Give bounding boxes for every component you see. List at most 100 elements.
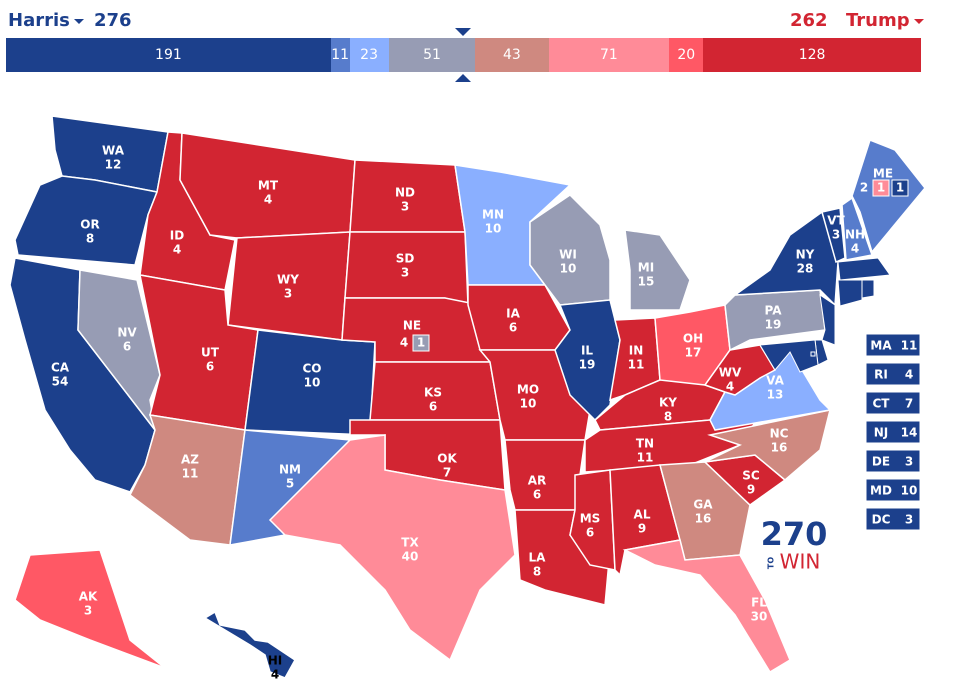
small-state-box: RI 4 [865,362,921,386]
state-label: MI [638,261,654,275]
small-state-ev: 14 [901,426,918,440]
bar-segment: 51 [388,38,476,72]
small-state-label: DE [872,455,890,469]
state-ev: 16 [695,512,712,526]
state-label: UT [201,346,220,360]
state-label: KS [424,386,442,400]
bar-segment: 11 [330,38,350,72]
state-ev: 7 [443,466,451,480]
state [841,196,873,261]
small-state-box: DC 3 [865,507,921,531]
state-label: LA [529,551,547,565]
small-state-label: MD [870,484,892,498]
state-ev: 11 [628,358,645,372]
state-label: OR [80,218,99,232]
state-ev: 4 [726,380,734,394]
state-label: CO [302,362,321,376]
state [203,610,296,679]
state-ev: 11 [637,451,654,465]
district-box [872,179,890,197]
small-state-box: NJ 14 [865,420,921,444]
small-state-label: NJ [874,426,889,440]
state-ev: 11 [182,467,199,481]
state [14,175,159,266]
small-state-box: MD 10 [865,478,921,502]
state-ev: 10 [304,376,321,390]
state-label: AZ [181,453,199,467]
state-label: MS [580,512,601,526]
state [624,229,691,311]
state-label: AL [634,508,651,522]
state-label: KY [659,396,677,410]
state-label: NY [796,248,815,262]
state-label: NH [845,228,865,242]
state-ev: 6 [429,400,437,414]
state [821,207,846,264]
state-label: SD [396,252,415,266]
small-state-ev: 4 [905,368,913,382]
state-ev: 6 [206,360,214,374]
state-label: NV [117,326,137,340]
state-ev: 12 [105,158,122,172]
small-state-bg [865,420,921,444]
state-ev: 2 [860,181,868,195]
state-label: NC [770,427,789,441]
small-state-label: CT [873,397,891,411]
state-ev: 8 [664,410,672,424]
state-ev: 6 [509,321,517,335]
state-label: IA [506,307,520,321]
state-label: IL [581,344,593,358]
state [77,269,161,431]
bar-segment: 20 [669,38,704,72]
state-label: MN [482,208,504,222]
state-ev: 4 [400,336,408,350]
state-ev: 8 [86,232,94,246]
state [732,210,839,307]
state-ev: 4 [173,243,181,257]
state-ev: 4 [271,668,279,682]
small-state-ev: 3 [905,455,913,469]
vote-total: 262 [790,10,828,31]
state-ev: 9 [638,522,646,536]
state-ev: 3 [284,287,292,301]
small-state-box: MA 11 [865,333,921,357]
district-ev: 1 [877,181,885,195]
state-label: ND [395,186,415,200]
state-label: WV [719,366,742,380]
midpoint-marker [455,74,471,82]
candidate-left[interactable]: Harris [8,10,84,31]
state-label: TX [401,536,419,550]
state-label: FL [751,596,767,610]
bar-segment: 43 [475,38,549,72]
state-ev: 13 [767,388,784,402]
state-ev: 30 [751,610,768,624]
state-label: ME [873,167,893,181]
state-label: WA [102,144,125,158]
state-label: CA [51,361,70,375]
small-state-bg [865,478,921,502]
candidate-right[interactable]: Trump [846,10,924,31]
bar-segment: 71 [548,38,670,72]
state-ev: 3 [401,266,409,280]
bar-segment: 23 [349,38,389,72]
state-label: MO [517,383,539,397]
logo-word: WIN [780,550,821,574]
midpoint-marker [455,28,471,36]
state-ev: 40 [402,550,419,564]
logo-number: 270 [761,515,828,553]
small-state-ev: 7 [905,397,913,411]
state-ev: 3 [401,200,409,214]
logo-small: TO [767,557,776,569]
state-ev: 9 [747,483,755,497]
state-ev: 5 [286,477,294,491]
vote-total: 276 [94,10,132,31]
candidate-name[interactable]: Harris [8,10,70,31]
state-ev: 8 [533,565,541,579]
candidate-name[interactable]: Trump [846,10,910,31]
district-box [412,334,430,352]
small-state-bg [865,507,921,531]
state-label: IN [629,344,644,358]
bar-segment: 128 [703,38,921,72]
